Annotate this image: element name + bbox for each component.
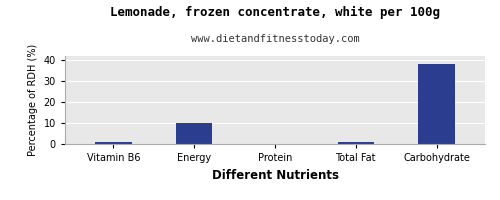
Y-axis label: Percentage of RDH (%): Percentage of RDH (%) — [28, 44, 38, 156]
Bar — [418, 64, 454, 144]
Bar — [338, 142, 374, 144]
X-axis label: Different Nutrients: Different Nutrients — [212, 169, 338, 182]
Text: www.dietandfitnesstoday.com: www.dietandfitnesstoday.com — [190, 34, 360, 44]
Text: Lemonade, frozen concentrate, white per 100g: Lemonade, frozen concentrate, white per … — [110, 6, 440, 19]
Bar — [96, 142, 132, 144]
Bar — [176, 123, 212, 144]
